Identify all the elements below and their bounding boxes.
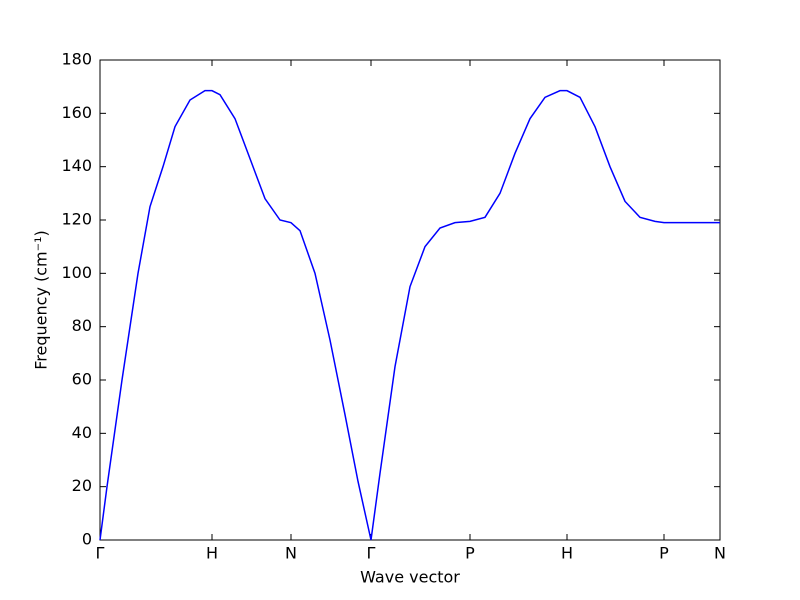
y-axis-label: Frequency (cm⁻¹)	[32, 230, 51, 369]
y-tick-label: 40	[72, 423, 92, 442]
y-tick-label: 140	[61, 156, 92, 175]
x-tick-label: Γ	[96, 544, 105, 563]
x-tick-label: N	[285, 544, 297, 563]
y-tick-label: 100	[61, 263, 92, 282]
plot-frame	[99, 59, 721, 541]
x-axis-label: Wave vector	[360, 568, 460, 587]
y-tick-label: 120	[61, 210, 92, 229]
y-tick-label: 60	[72, 370, 92, 389]
y-tick-label: 180	[61, 50, 92, 69]
x-tick-label: P	[659, 544, 669, 563]
x-tick-label: Γ	[367, 544, 376, 563]
x-tick-label: P	[465, 544, 475, 563]
y-tick-label: 80	[72, 316, 92, 335]
x-tick-label: H	[206, 544, 218, 563]
y-tick-label: 160	[61, 103, 92, 122]
y-tick-label: 20	[72, 476, 92, 495]
series-line	[99, 89, 720, 541]
x-tick-label: N	[714, 544, 726, 563]
x-tick-label: H	[561, 544, 573, 563]
y-tick-label: 0	[82, 530, 92, 549]
